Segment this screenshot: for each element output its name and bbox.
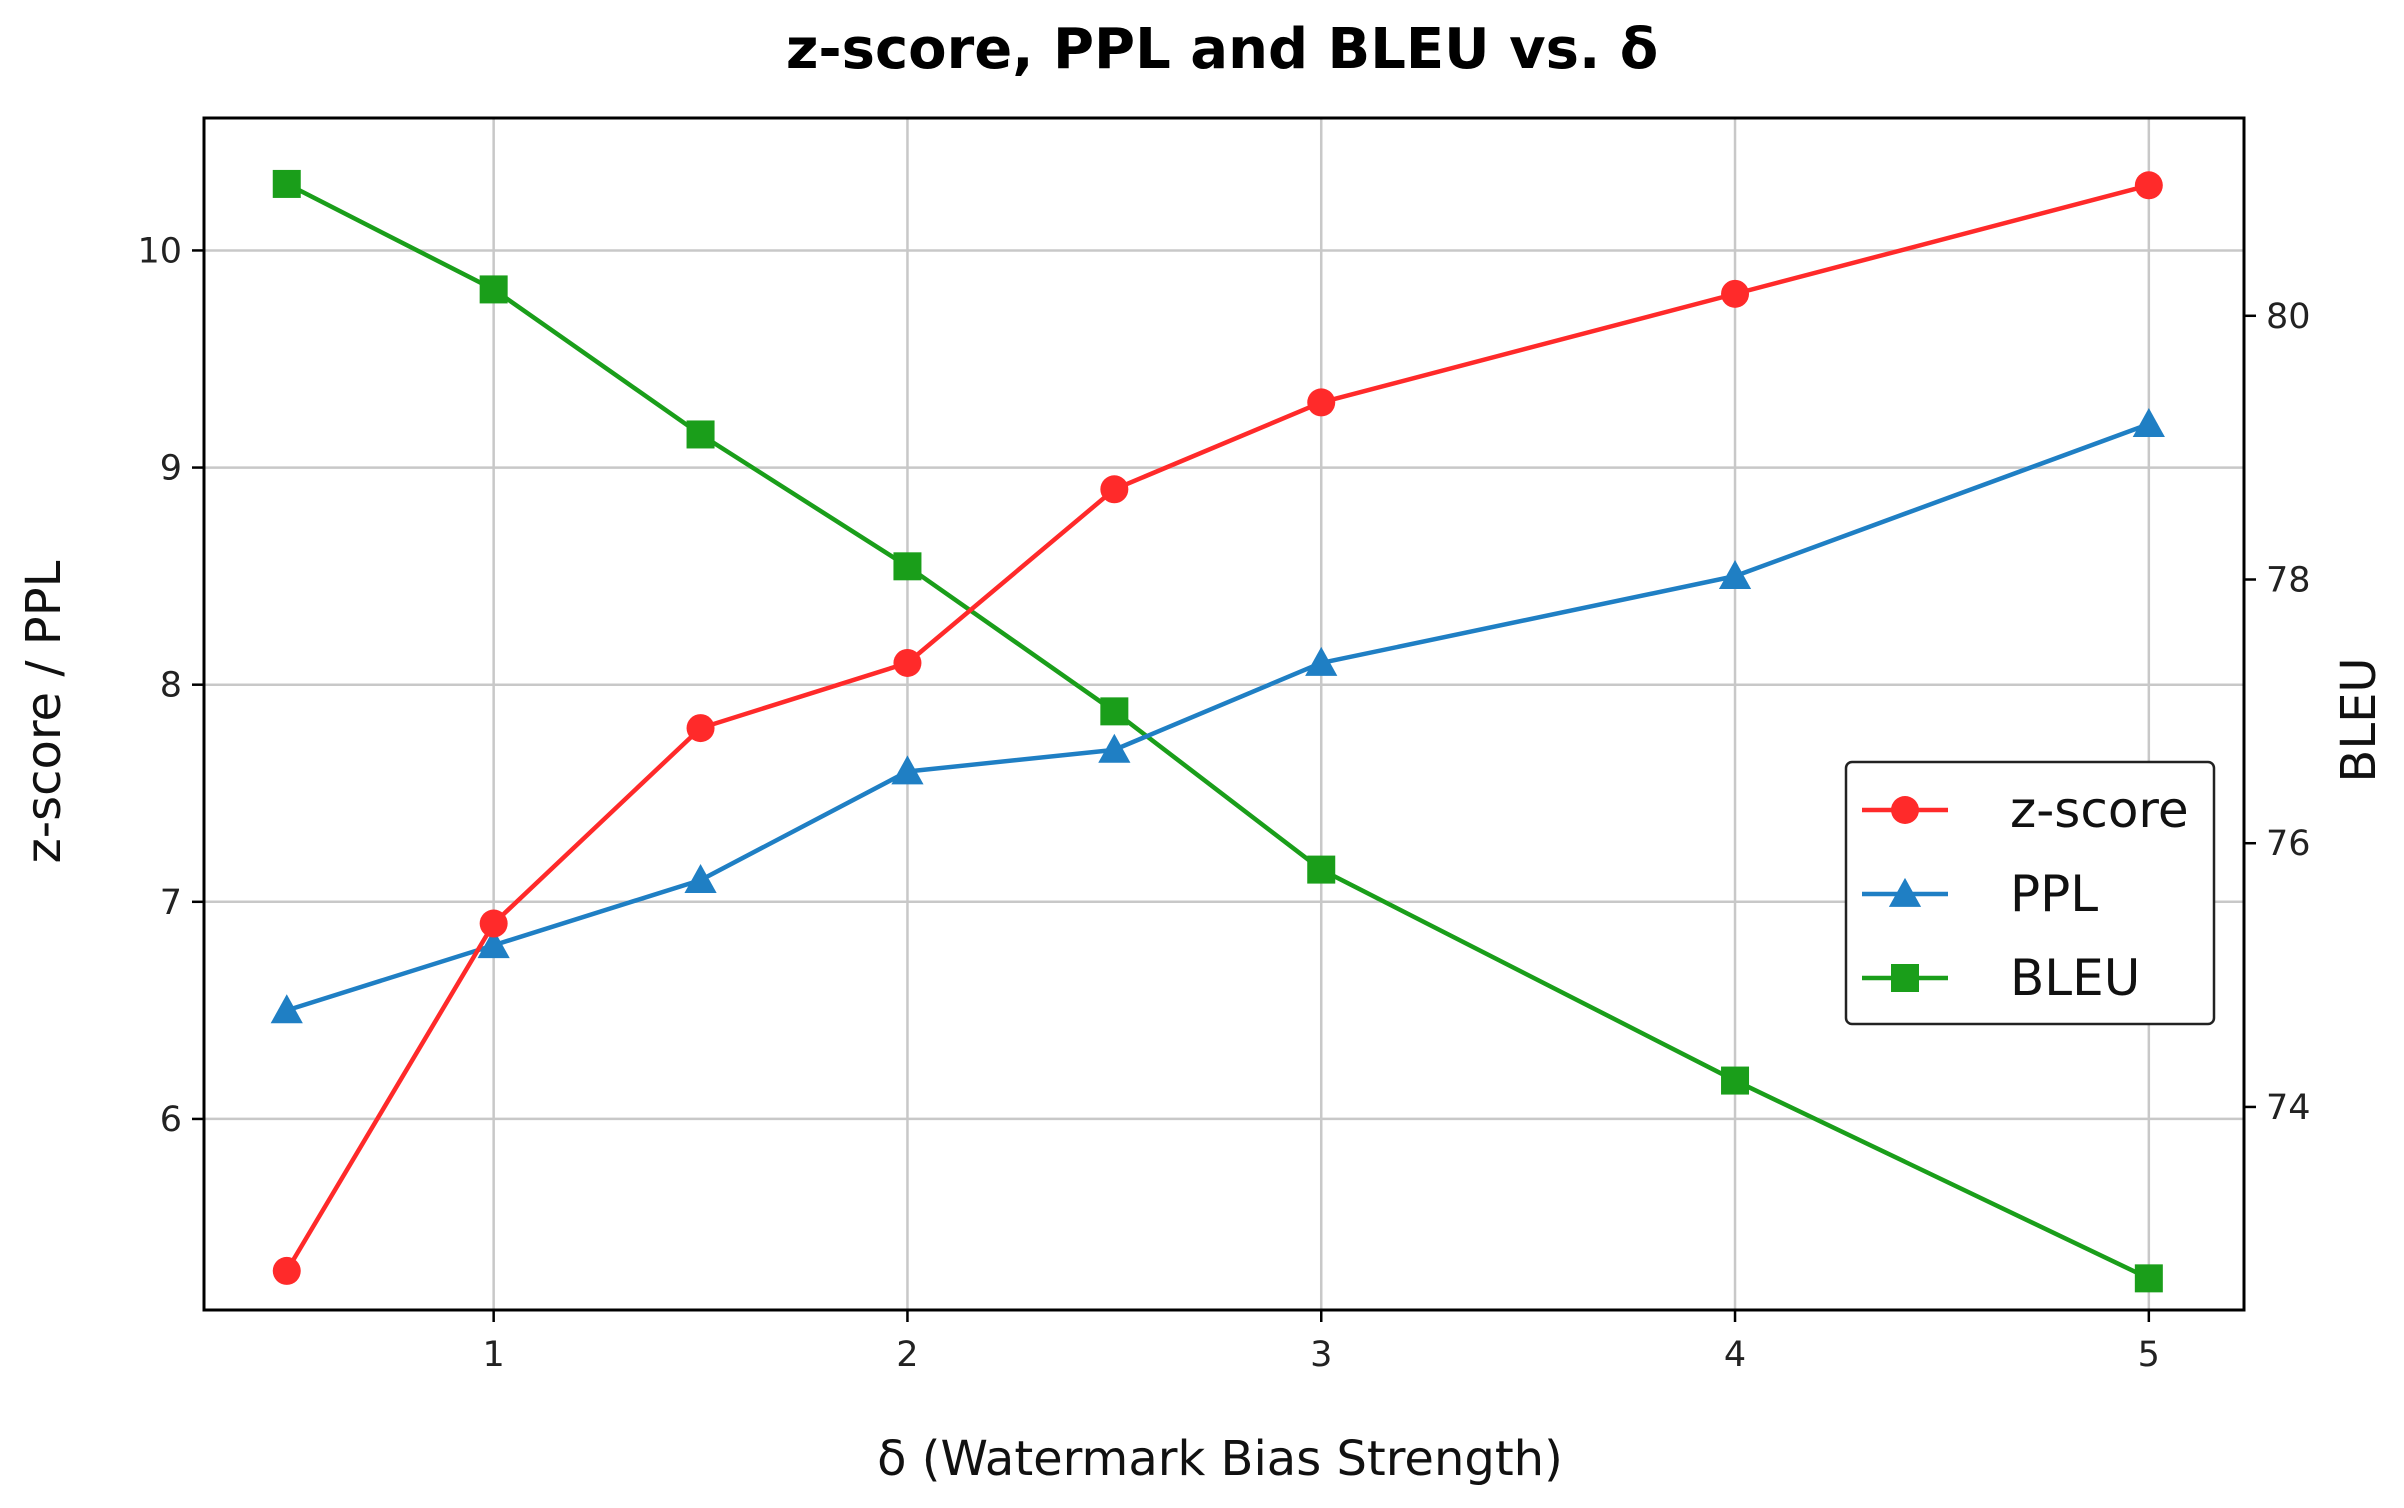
x-axis-title: δ (Watermark Bias Strength) <box>877 1431 1563 1487</box>
y-tick-label-left: 8 <box>160 666 182 706</box>
legend-ppl-marker <box>1888 877 1922 907</box>
series-markers <box>270 169 2165 1293</box>
y-tick-label-right: 80 <box>2266 297 2311 337</box>
legend-bleu-label: BLEU <box>2010 949 2140 1007</box>
ppl-point <box>1305 646 1338 676</box>
y-tick-label-left: 7 <box>160 883 182 923</box>
legend-box <box>1844 760 2216 1026</box>
z-score-point <box>686 714 715 743</box>
legend-bleu-marker <box>1891 964 1919 992</box>
ppl-point <box>684 863 717 893</box>
x-tick-label: 2 <box>896 1335 918 1375</box>
z-score-point <box>479 909 508 938</box>
bleu-point <box>1307 855 1336 884</box>
ppl-line <box>286 422 2150 1013</box>
series-lines <box>284 181 2150 1281</box>
legend-z-score-marker <box>1891 796 1919 824</box>
x-tick-label: 5 <box>2138 1335 2160 1375</box>
legend-z-score-label: z-score <box>2010 781 2189 839</box>
bleu-point <box>2134 1264 2163 1293</box>
z-score-point <box>893 648 922 677</box>
z-score-point <box>1100 475 1129 504</box>
ppl-point <box>270 994 303 1024</box>
z-score-point <box>1721 279 1750 308</box>
bleu-point <box>1100 697 1129 726</box>
y-tick-label-left: 9 <box>160 449 182 489</box>
ppl-point <box>477 929 510 959</box>
ppl-point <box>1718 560 1752 590</box>
legend: z-score PPL BLEU <box>1844 760 2216 1026</box>
y-tick-label-left: 6 <box>160 1100 182 1140</box>
ppl-point <box>891 755 924 785</box>
z-score-point <box>1307 388 1336 417</box>
legend-ppl-label: PPL <box>2010 865 2098 923</box>
y-tick-label-right: 74 <box>2266 1088 2311 1128</box>
legend-items: z-score PPL BLEU <box>1862 781 2189 1007</box>
ppl-point <box>1098 733 1131 763</box>
chart-title: z-score, PPL and BLEU vs. δ <box>786 17 1658 82</box>
ppl-point <box>2132 408 2165 438</box>
x-tick-label: 1 <box>483 1335 505 1375</box>
bleu-point <box>893 552 922 581</box>
y-tick-label-right: 76 <box>2266 824 2311 864</box>
y-tick-label-right: 78 <box>2266 561 2311 601</box>
y-tick-label-left: 10 <box>137 231 182 271</box>
z-score-point <box>2134 171 2163 200</box>
plot-frame <box>202 116 2246 1312</box>
y-axis-title-left: z-score / PPL <box>16 560 72 863</box>
bleu-point <box>1721 1066 1750 1095</box>
x-tick-label: 3 <box>1310 1335 1332 1375</box>
bleu-point <box>686 420 715 449</box>
bleu-point <box>479 275 508 304</box>
x-tick-label: 4 <box>1724 1335 1746 1375</box>
z-score-line <box>284 183 2150 1273</box>
y-axis-title-right: BLEU <box>2331 657 2387 782</box>
bleu-line <box>285 181 2150 1281</box>
bleu-point <box>272 169 301 198</box>
z-score-point <box>272 1256 301 1285</box>
